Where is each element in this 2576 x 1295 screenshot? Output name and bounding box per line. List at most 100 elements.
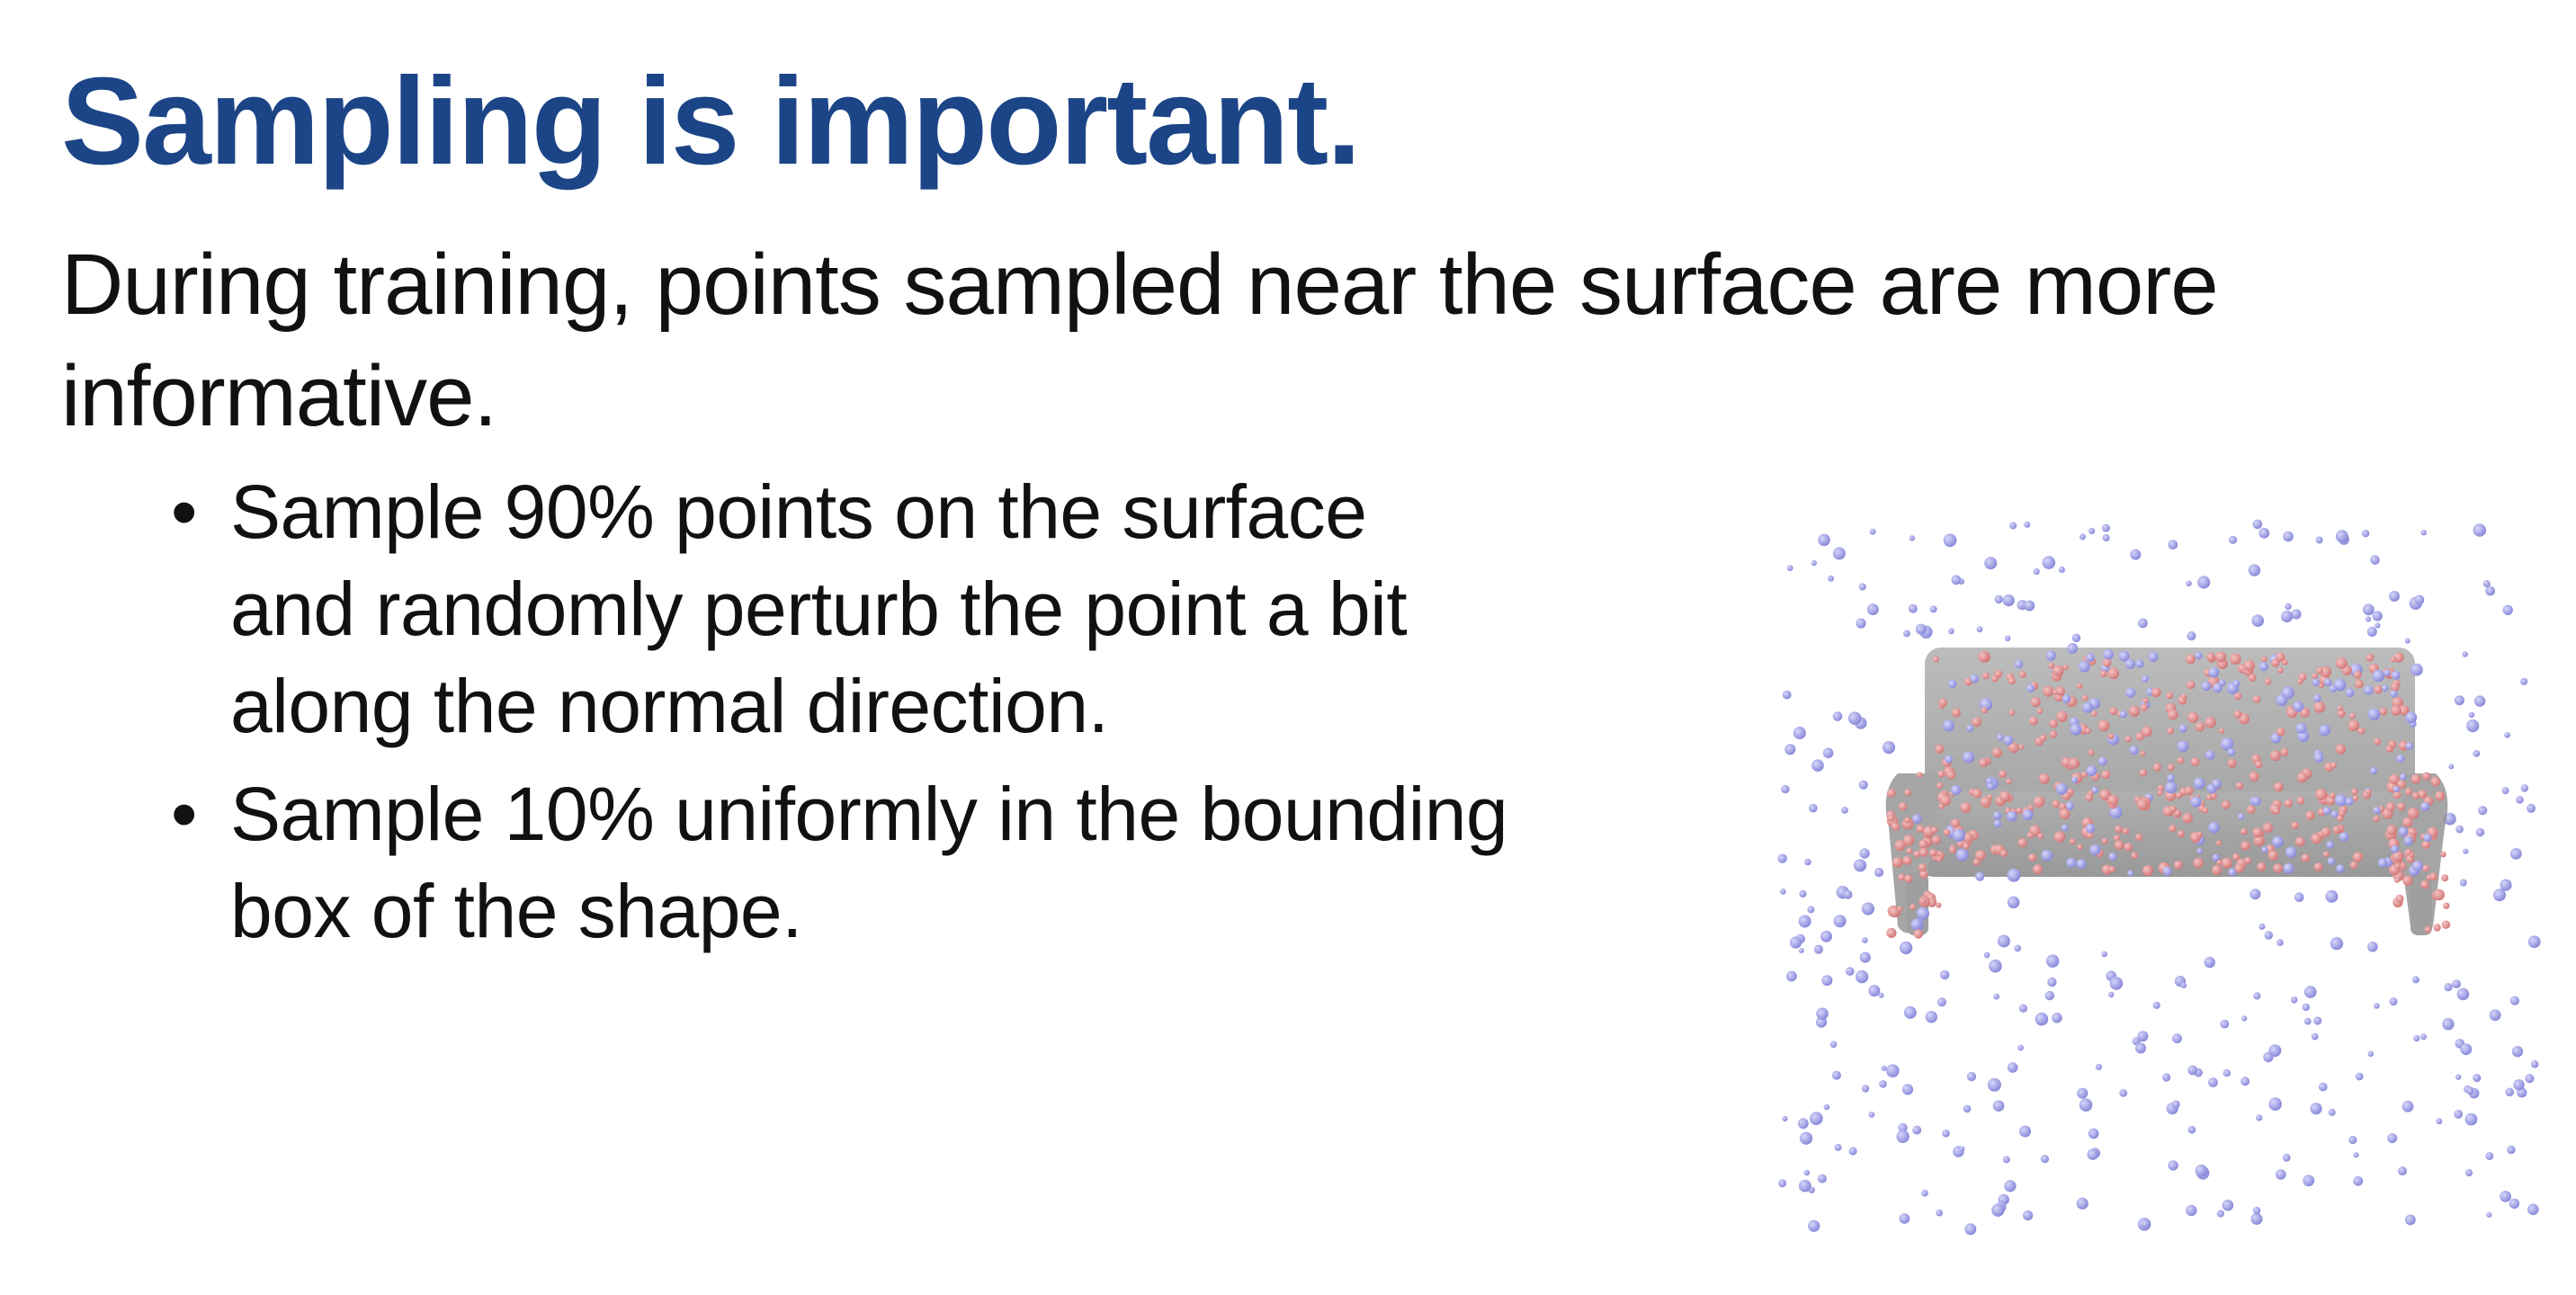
surface-point <box>2296 796 2305 805</box>
uniform-point <box>2509 1198 2520 1209</box>
uniform-point <box>1859 951 1871 963</box>
surface-point <box>2157 790 2163 796</box>
uniform-point <box>2058 566 2065 574</box>
uniform-point <box>2276 939 2284 946</box>
uniform-point <box>2004 635 2011 641</box>
uniform-point <box>2077 1087 2089 1099</box>
uniform-point <box>1993 993 1999 1000</box>
uniform-point <box>1964 1223 1977 1236</box>
uniform-point <box>2197 576 2211 589</box>
surface-point <box>2056 710 2068 722</box>
uniform-point <box>2420 801 2430 811</box>
uniform-point <box>2381 684 2389 692</box>
surface-point <box>2062 664 2069 670</box>
surface-point <box>2397 779 2407 789</box>
uniform-point <box>2208 666 2220 678</box>
uniform-point <box>2026 683 2035 692</box>
surface-point <box>2262 822 2274 834</box>
surface-point <box>2301 853 2311 862</box>
bullet-dot-icon: • <box>171 772 197 856</box>
uniform-point <box>2475 827 2485 837</box>
uniform-point <box>1786 970 1797 982</box>
surface-point <box>2085 728 2091 734</box>
uniform-point <box>1997 734 2004 741</box>
uniform-point <box>2187 1125 2196 1134</box>
uniform-point <box>2393 786 2400 792</box>
uniform-point <box>2355 1072 2364 1081</box>
surface-point <box>2330 762 2337 769</box>
uniform-point <box>1912 1125 1922 1135</box>
surface-point <box>2253 835 2265 846</box>
uniform-point <box>1881 1065 1887 1071</box>
surface-point <box>2418 790 2428 799</box>
uniform-point <box>2019 1125 2031 1138</box>
uniform-point <box>2017 1044 2024 1051</box>
uniform-point <box>2208 822 2220 834</box>
surface-point <box>2185 654 2196 665</box>
uniform-point <box>2500 1191 2511 1202</box>
uniform-point <box>2302 1003 2310 1012</box>
surface-point <box>2101 770 2111 780</box>
surface-point <box>2337 705 2343 711</box>
surface-point <box>1980 796 1991 808</box>
surface-point <box>2184 786 2194 796</box>
uniform-point <box>2062 694 2071 703</box>
surface-point <box>2028 716 2038 726</box>
surface-point <box>2243 659 2256 672</box>
uniform-point <box>2513 1079 2525 1091</box>
surface-point <box>2008 677 2016 685</box>
uniform-point <box>2353 1175 2364 1186</box>
uniform-point <box>1903 1005 1917 1019</box>
uniform-point <box>2465 1086 2474 1095</box>
uniform-point <box>2250 1212 2263 1225</box>
uniform-point <box>2505 1087 2514 1097</box>
uniform-point <box>2366 616 2372 622</box>
surface-point <box>2394 877 2401 883</box>
uniform-point <box>2370 555 2380 565</box>
uniform-point <box>2327 857 2336 865</box>
surface-point <box>1919 847 1928 857</box>
surface-point <box>1972 717 1982 728</box>
uniform-point <box>2294 892 2304 902</box>
uniform-point <box>2478 806 2488 816</box>
uniform-point <box>1951 575 1962 585</box>
surface-point <box>2215 651 2227 663</box>
surface-point <box>1999 790 2011 802</box>
surface-point <box>2441 920 2451 929</box>
uniform-point <box>2212 779 2222 789</box>
surface-point <box>2349 861 2358 870</box>
surface-point <box>2136 799 2149 810</box>
uniform-point <box>2311 1032 2319 1040</box>
surface-point <box>1919 898 1927 905</box>
uniform-point <box>2220 1019 2230 1029</box>
uniform-point <box>2468 711 2475 719</box>
surface-point <box>1978 651 1990 663</box>
surface-point <box>2373 815 2380 823</box>
surface-point <box>2059 808 2071 820</box>
uniform-point <box>2486 1211 2492 1218</box>
uniform-point <box>1807 906 1815 914</box>
uniform-point <box>2367 1050 2375 1058</box>
surface-point <box>2033 796 2045 808</box>
surface-point <box>1898 873 1906 881</box>
uniform-point <box>2085 653 2095 663</box>
uniform-point <box>2530 1060 2539 1068</box>
uniform-point <box>2313 753 2324 763</box>
uniform-point <box>2180 982 2187 988</box>
uniform-point <box>2258 923 2266 930</box>
uniform-point <box>2459 879 2467 887</box>
uniform-point <box>2065 801 2074 811</box>
surface-point <box>2428 872 2437 881</box>
surface-point <box>2374 737 2381 746</box>
uniform-point <box>2444 983 2453 992</box>
uniform-point <box>2014 944 2021 952</box>
surface-point <box>2124 736 2132 743</box>
surface-point <box>2124 843 2133 852</box>
surface-point <box>2269 750 2281 762</box>
uniform-point <box>1798 948 1804 953</box>
uniform-point <box>2303 986 2317 998</box>
uniform-point <box>2334 794 2348 807</box>
surface-point <box>1904 874 1913 883</box>
surface-point <box>2085 793 2094 802</box>
uniform-point <box>2456 987 2470 1001</box>
